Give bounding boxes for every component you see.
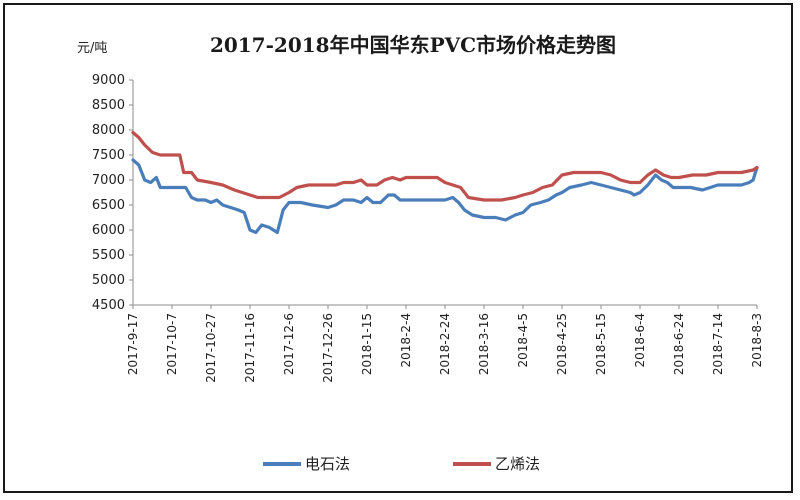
y-tick-label: 6000	[92, 223, 125, 238]
x-tick-label: 2017-9-17	[126, 313, 140, 375]
x-tick-label: 2017-10-7	[165, 313, 179, 375]
y-tick-label: 5500	[92, 248, 125, 263]
x-tick-label: 2018-7-14	[711, 313, 725, 375]
y-tick-label: 7500	[92, 148, 125, 163]
x-tick-label: 2018-4-25	[555, 313, 569, 375]
x-tick-label: 2018-2-4	[399, 313, 413, 367]
x-tick-label: 2018-8-3	[750, 313, 764, 367]
x-tick-label: 2017-10-27	[204, 313, 218, 383]
x-tick-label: 2017-11-16	[243, 313, 257, 383]
x-tick-label: 2018-6-4	[633, 313, 647, 367]
legend: 电石法 乙烯法	[263, 455, 540, 473]
y-tick-label: 8000	[92, 123, 125, 138]
y-tick-label: 6500	[92, 198, 125, 213]
x-tick-label: 2018-5-15	[594, 313, 608, 375]
x-tick-label: 2018-4-5	[516, 313, 530, 367]
x-tick-label: 2017-12-6	[282, 313, 296, 375]
x-tick-label: 2018-1-15	[360, 313, 374, 375]
plot-area	[131, 130, 759, 235]
y-axis-unit-label: 元/吨	[77, 41, 107, 56]
x-tick-label: 2018-2-24	[438, 313, 452, 375]
series-line-1	[131, 158, 759, 235]
x-tick-label: 2018-3-16	[477, 313, 491, 375]
legend-label-1: 电石法	[305, 455, 350, 473]
axes: 4500 5000 5500 6000 6500 7000 7500 8000 8500 9000…	[92, 73, 764, 383]
chart-title: 2017-2018年中国华东PVC市场价格走势图	[210, 33, 616, 57]
chart-frame: 元/吨 2017-2018年中国华东PVC市场价格走势图 4500 5000 550…	[3, 3, 793, 493]
x-tick-label: 2017-12-26	[321, 313, 335, 383]
series-line-2	[131, 130, 759, 202]
legend-label-2: 乙烯法	[495, 455, 540, 473]
y-tick-label: 5000	[92, 273, 125, 288]
x-tick-label: 2018-6-24	[672, 313, 686, 375]
y-tick-label: 7000	[92, 173, 125, 188]
y-tick-label: 9000	[92, 73, 125, 88]
chart-canvas: 元/吨 2017-2018年中国华东PVC市场价格走势图 4500 5000 550…	[77, 33, 764, 473]
y-tick-label: 4500	[92, 298, 125, 313]
y-tick-label: 8500	[92, 98, 125, 113]
